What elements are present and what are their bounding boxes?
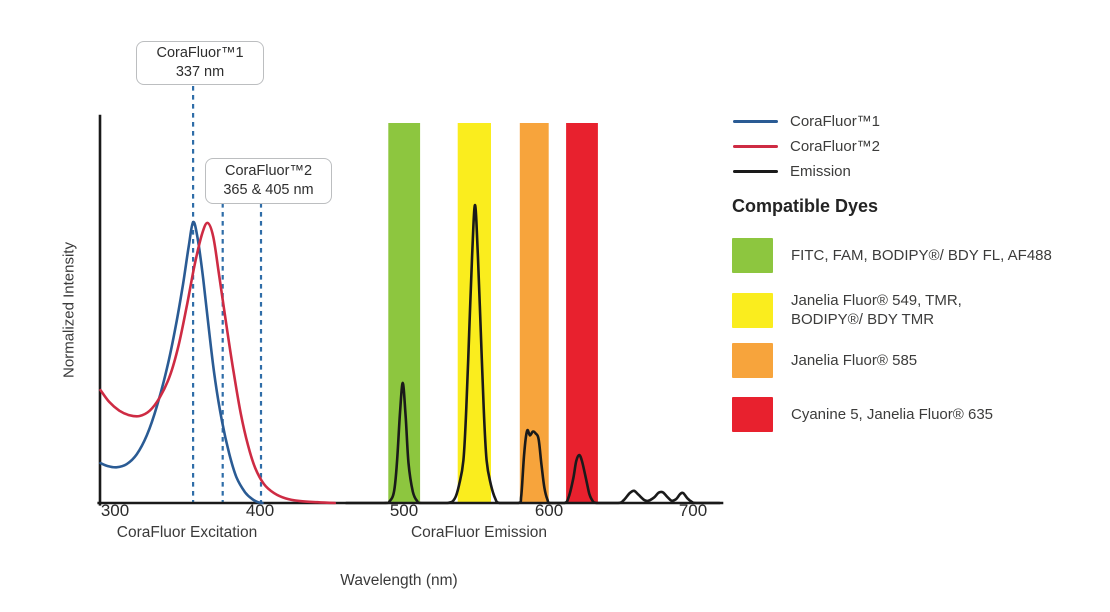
legend: CoraFluor™1 CoraFluor™2 Emission <box>733 113 880 188</box>
dye-swatch-yellow <box>732 292 773 328</box>
legend-item-label: CoraFluor™1 <box>790 113 881 130</box>
series-emission-curve <box>345 203 721 505</box>
x-tick-label-300: 300 <box>100 501 130 520</box>
legend-item-emission: Emission <box>733 163 880 180</box>
dye-swatch-red <box>732 397 773 432</box>
series-excitation-curve <box>99 220 264 505</box>
x-tick-label-700: 700 <box>678 501 708 520</box>
legend-item-label: CoraFluor™2 <box>790 138 881 155</box>
legend-line-swatch-red <box>733 145 778 148</box>
legend-line-swatch-black <box>733 170 778 173</box>
x-tick-label-400: 400 <box>245 501 275 520</box>
dye-label: Cyanine 5, Janelia Fluor® 635 <box>791 406 994 423</box>
dye-swatch-green <box>732 238 773 273</box>
callout-value: 337 nm <box>175 64 225 80</box>
dye-label: Janelia Fluor® 549, TMR, BODIPY®/ BDY TM… <box>791 292 962 328</box>
region-label: CoraFluor Emission <box>410 524 548 541</box>
x-tick-label-600: 600 <box>534 501 564 520</box>
legend-item-corafluor2: CoraFluor™2 <box>733 138 880 155</box>
y-axis-title: Normalized Intensity <box>60 242 78 378</box>
compatible-dyes-heading: Compatible Dyes <box>732 196 879 216</box>
dye-label: Janelia Fluor® 585 <box>791 352 918 369</box>
x-axis-title: Wavelength (nm) <box>340 572 458 589</box>
dye-bands-layer <box>388 123 598 503</box>
legend-item-corafluor1: CoraFluor™1 <box>733 113 880 130</box>
callout-title: CoraFluor™1 <box>156 45 244 62</box>
dye-row-green: FITC, FAM, BODIPY®/ BDY FL, AF488 <box>732 238 1052 273</box>
band-red <box>566 123 598 503</box>
spectra-series-layer <box>99 203 721 505</box>
callout-title: CoraFluor™2 <box>224 163 313 180</box>
callout-corafluor2-365-405nm: CoraFluor™2 365 & 405 nm <box>205 158 332 204</box>
dye-label: FITC, FAM, BODIPY®/ BDY FL, AF488 <box>791 247 1052 264</box>
callout-value: 365 & 405 nm <box>223 182 314 198</box>
dye-row-orange: Janelia Fluor® 585 <box>732 343 917 378</box>
dye-row-red: Cyanine 5, Janelia Fluor® 635 <box>732 397 993 432</box>
callout-corafluor1-337nm: CoraFluor™1 337 nm <box>136 41 264 85</box>
dye-swatch-orange <box>732 343 773 378</box>
dye-row-yellow: Janelia Fluor® 549, TMR, BODIPY®/ BDY TM… <box>732 291 962 329</box>
legend-item-label: Emission <box>790 163 851 180</box>
x-tick-label-500: 500 <box>389 501 419 520</box>
series-excitation-curve <box>99 221 337 505</box>
excitation-marker-layer <box>192 86 263 502</box>
legend-line-swatch-blue <box>733 120 778 123</box>
region-label: CoraFluor Excitation <box>116 524 258 541</box>
band-green <box>388 123 421 503</box>
